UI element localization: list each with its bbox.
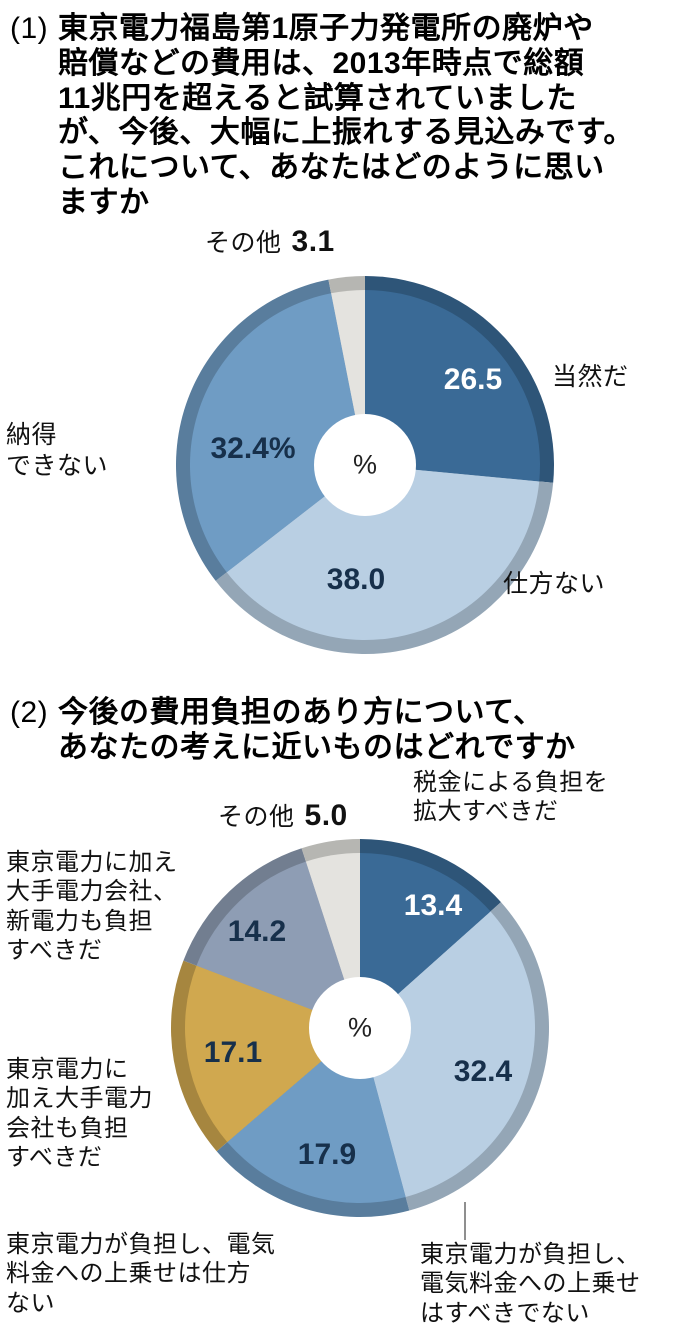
chart1-other-value: 3.1 <box>291 225 335 258</box>
chart1-center-percent: % <box>352 449 378 480</box>
label-connector-line <box>464 1202 466 1240</box>
label-chart1-touzenda: 当然だ <box>552 363 629 391</box>
question-2: (2) 今後の費用負担のあり方について、 あなたの考えに近いものはどれですか <box>10 696 698 766</box>
value-chart2-subekidenai: 32.4 <box>453 1055 513 1088</box>
label-chart2-tax: 税金による負担を 拡大すべきだ <box>413 769 609 826</box>
label-chart1-nattoku-dekinai: 納得 できない <box>6 421 109 480</box>
chart2-center-percent: % <box>347 1012 373 1043</box>
value-chart1-touzenda: 26.5 <box>443 363 503 396</box>
question-1: (1) 東京電力福島第1原子力発電所の廃炉や 賠償などの費用は、2013年時点で… <box>10 12 698 221</box>
label-chart1-shikatanai: 仕方ない <box>503 570 606 598</box>
question-1-number: (1) <box>10 12 49 45</box>
value-chart1-shikatanai: 38.0 <box>326 563 386 596</box>
question-2-text: 今後の費用負担のあり方について、 あなたの考えに近いものはどれですか <box>58 696 576 764</box>
label-chart2-ote-denryoku: 東京電力に 加え大手電力 会社も負担 すべきだ <box>6 1056 153 1171</box>
chart1-other-label: その他 <box>205 229 282 257</box>
value-chart2-shin: 14.2 <box>227 915 287 948</box>
chart2-other-value: 5.0 <box>304 799 348 832</box>
value-chart2-ote: 17.1 <box>203 1036 263 1069</box>
label-chart2-uwanose-shikatanai: 東京電力が負担し、電気 料金への上乗せは仕方 ない <box>6 1231 276 1317</box>
label-chart2-other: その他 5.0 <box>218 798 348 835</box>
question-1-text: 東京電力福島第1原子力発電所の廃炉や 賠償などの費用は、2013年時点で総額 1… <box>58 12 634 219</box>
pie-chart-2 <box>170 839 550 1218</box>
question-2-number: (2) <box>10 696 49 729</box>
pie-chart-1 <box>175 276 554 655</box>
value-chart2-tax: 13.4 <box>403 889 463 922</box>
value-chart2-shikatanai: 17.9 <box>297 1138 357 1171</box>
label-chart1-other: その他 3.1 <box>205 224 335 261</box>
value-chart1-nattoku: 32.4% <box>210 432 296 465</box>
label-chart2-uwanose-subekidenai: 東京電力が負担し、 電気料金への上乗せ はすべきでない <box>420 1241 641 1327</box>
chart2-other-label: その他 <box>218 803 295 831</box>
label-chart2-shin-denryoku: 東京電力に加え 大手電力会社、 新電力も負担 すべきだ <box>6 849 178 964</box>
